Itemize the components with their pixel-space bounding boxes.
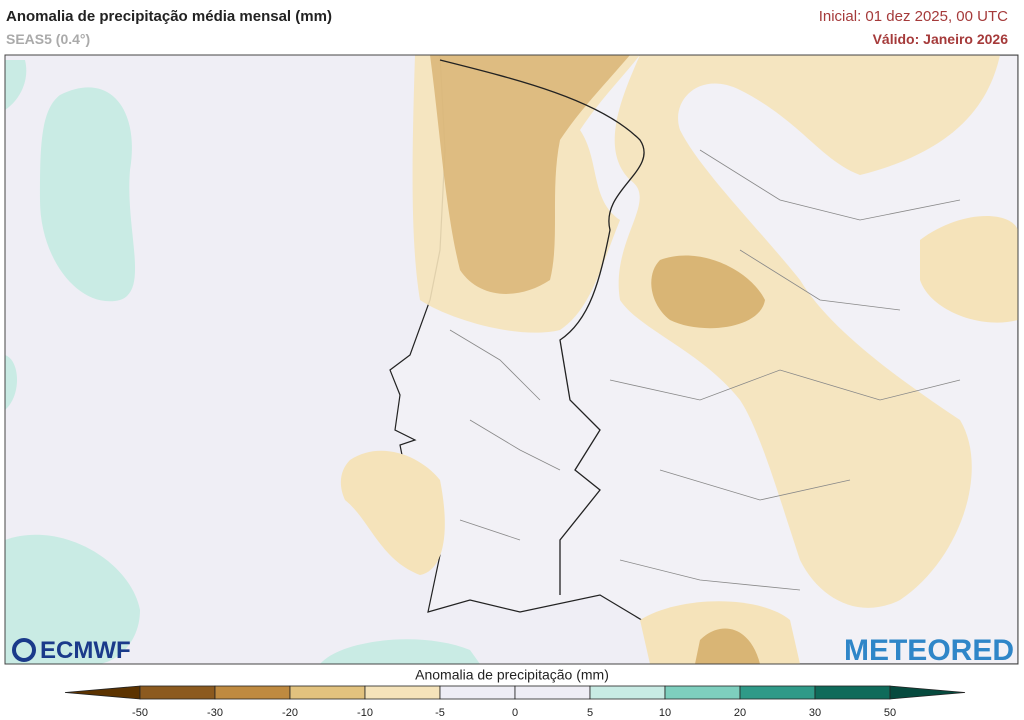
valid-date: Válido: Janeiro 2026 <box>872 31 1008 47</box>
colorbar-segment <box>589 685 666 700</box>
colorbar-tick-label: -5 <box>435 707 445 719</box>
map-subtitle: SEAS5 (0.4°) <box>6 31 91 47</box>
colorbar-segment <box>364 685 441 700</box>
map-title: Anomalia de precipitação média mensal (m… <box>6 8 332 25</box>
ecmwf-icon <box>12 638 36 662</box>
colorbar-segment <box>289 685 366 700</box>
colorbar-tick-label: -30 <box>207 707 223 719</box>
colorbar-tick-label: -10 <box>357 707 373 719</box>
colorbar-tick-label: 50 <box>884 707 896 719</box>
colorbar-segment <box>664 685 741 700</box>
colorbar-segment <box>739 685 816 700</box>
initial-date: Inicial: 01 dez 2025, 00 UTC <box>818 8 1008 25</box>
colorbar-tick-label: 30 <box>809 707 821 719</box>
colorbar-segment <box>514 685 591 700</box>
colorbar-title: Anomalia de precipitação (mm) <box>415 667 609 683</box>
meteored-logo: METEORED <box>844 634 1014 667</box>
colorbar-segment <box>439 685 516 700</box>
colorbar-tick-label: -50 <box>132 707 148 719</box>
colorbar-segment <box>64 685 141 700</box>
colorbar-segment <box>814 685 891 700</box>
colorbar-tick-label: 20 <box>734 707 746 719</box>
colorbar: -50 -30 -20 -10 -5 0 5 10 20 30 50 <box>64 685 966 719</box>
colorbar-segment <box>139 685 216 700</box>
colorbar-tick-label: 5 <box>587 707 593 719</box>
colorbar-tick-label: 10 <box>659 707 671 719</box>
ecmwf-logo: ECMWF <box>40 637 131 664</box>
colorbar-segment <box>214 685 291 700</box>
colorbar-tick-label: -20 <box>282 707 298 719</box>
colorbar-tick-label: 0 <box>512 707 518 719</box>
colorbar-segment <box>889 685 966 700</box>
